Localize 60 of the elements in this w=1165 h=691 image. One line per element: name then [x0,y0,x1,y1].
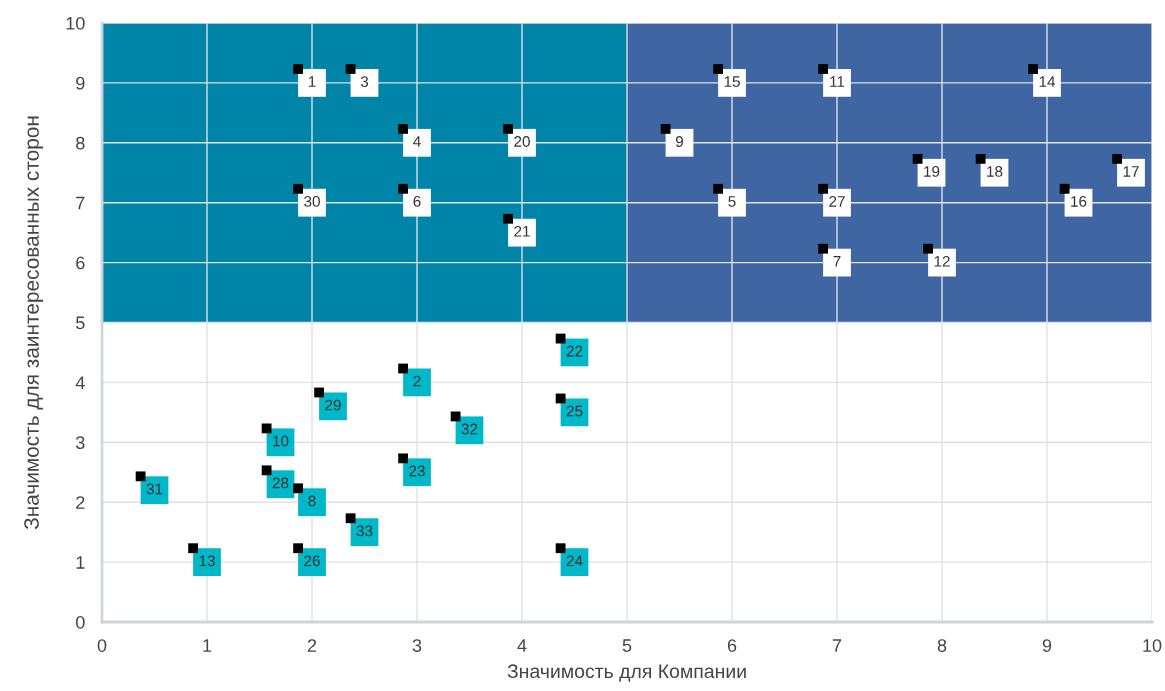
annotation: 20 [514,136,530,147]
y-tick-label: 8 [76,136,85,150]
annotation: 28 [272,477,289,489]
y-tick-label: 3 [75,436,85,450]
annotation: 22 [566,345,583,357]
y-tick-label: 4 [75,376,85,389]
annotation: 17 [1123,166,1139,177]
x-tick-label: 8 [937,639,947,652]
point [665,128,694,157]
annotation: 5 [728,196,736,207]
annotation: 19 [924,166,940,177]
annotation: 16 [1071,195,1087,207]
annotation: 6 [413,195,421,207]
x-tick-label: 7 [832,639,842,652]
annotation: 30 [304,195,320,207]
annotation: 14 [1039,76,1056,87]
annotation: 27 [829,195,845,207]
annotation: 23 [409,465,425,477]
annotation: 1 [308,76,316,87]
y-tick-label: 2 [76,496,85,509]
x-tick-label: 1 [203,639,212,652]
y-tick-label: 1 [76,556,85,569]
y-tick-label: 0 [76,615,85,629]
x-tick-label: 9 [1042,639,1052,652]
annotation: 32 [461,423,478,435]
annotation: 15 [724,76,740,87]
annotation: 31 [146,483,163,495]
annotation: 3 [360,76,369,87]
x-tick-label: 10 [1143,639,1162,652]
annotation: 29 [325,399,341,411]
y-tick-label: 10 [66,16,85,30]
annotation: 8 [308,495,316,507]
annotation: 4 [413,136,421,147]
annotation: 11 [830,76,845,87]
y-tick-label: 5 [76,316,85,330]
y-tick-label: 9 [76,76,85,90]
annotation: 21 [514,225,530,237]
x-tick-label: 3 [412,639,422,652]
annotation: 9 [675,136,684,147]
point [298,69,326,97]
annotation: 10 [273,435,289,447]
annotation: 24 [566,555,583,567]
x-axis-title: Значимость для Компании [507,664,746,682]
y-tick-label: 7 [76,196,85,210]
x-tick-label: 4 [517,639,527,652]
y-axis-title: Значимость для заинтересованных сторон [24,116,44,530]
x-tick-label: 6 [727,639,737,652]
x-tick-label: 5 [622,639,632,652]
annotation: 7 [833,256,841,267]
y-tick-label: 6 [76,256,85,270]
annotation: 25 [566,405,583,417]
point [350,69,379,97]
annotation: 33 [356,525,373,537]
annotation: 18 [987,166,1003,177]
annotation: 26 [304,555,320,567]
annotation: 12 [934,255,950,267]
x-tick-label: 0 [97,639,107,652]
x-tick-label: 2 [307,639,317,652]
annotation: 2 [413,375,421,387]
annotation: 13 [199,555,215,567]
